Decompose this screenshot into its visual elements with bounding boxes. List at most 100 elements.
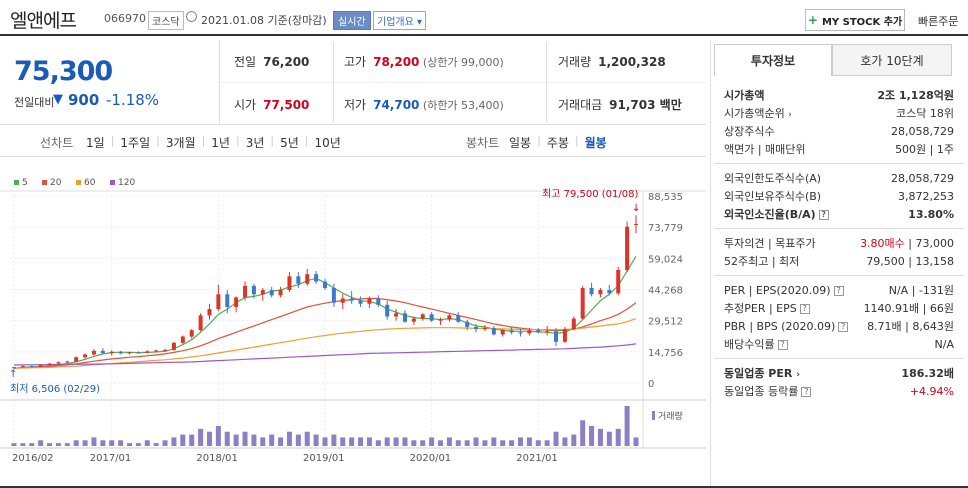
chevron-right-icon: › xyxy=(796,370,800,380)
chevron-down-icon: ▾ xyxy=(417,17,423,28)
divider xyxy=(714,275,964,276)
volume-bar xyxy=(473,437,479,446)
stat-volume: 거래량 1,200,328 xyxy=(558,53,666,70)
candle-body xyxy=(465,321,470,328)
tab-orderbook[interactable]: 호가 10단계 xyxy=(832,44,952,76)
period-1y[interactable]: 1년 xyxy=(211,136,230,150)
period-bar xyxy=(0,124,706,157)
period-3m[interactable]: 3개월 xyxy=(165,136,196,150)
divider xyxy=(714,358,964,359)
volume-bar xyxy=(278,437,284,446)
candle-body xyxy=(260,290,265,295)
volume-bar xyxy=(29,443,35,446)
volume-bar xyxy=(464,440,470,446)
period-1w[interactable]: 1주일 xyxy=(120,136,151,150)
period-3y[interactable]: 3년 xyxy=(245,136,265,150)
volume-bar xyxy=(402,437,408,446)
opinion-value: 3.80매수 | 73,000 xyxy=(860,237,955,250)
candle-weekly[interactable]: 주봉 xyxy=(546,136,569,150)
candle-body xyxy=(136,352,141,354)
candle-body xyxy=(109,351,114,354)
per-value: N/A | -131원 xyxy=(888,284,954,297)
y-tick-label: 14,756 xyxy=(648,348,683,359)
shares-label: 상장주식수 xyxy=(724,125,775,138)
stat-label: 저가 xyxy=(344,98,367,112)
volume-bar xyxy=(73,440,79,446)
help-icon[interactable]: ? xyxy=(838,321,849,332)
div-value: N/A xyxy=(934,337,954,351)
foreign-ratio-text: 외국인소진율(B/A) xyxy=(724,208,816,221)
help-icon[interactable]: ? xyxy=(801,387,812,397)
volume-bar xyxy=(580,420,586,446)
help-icon[interactable]: ? xyxy=(777,340,788,350)
stat-label: 거래량 xyxy=(558,55,592,69)
candle-body xyxy=(269,290,274,296)
candle-body xyxy=(358,300,363,304)
market-cap-label: 시가총액 xyxy=(724,89,765,102)
candle-body xyxy=(518,332,523,334)
market-cap-value: 2조 1,128억원 xyxy=(877,89,954,102)
chevron-right-icon: › xyxy=(788,110,792,120)
volume-bar xyxy=(242,431,248,446)
volume-bar xyxy=(20,443,26,446)
volume-bar xyxy=(269,434,275,446)
volume-bar xyxy=(135,443,141,446)
period-5y[interactable]: 5년 xyxy=(280,136,299,150)
min-arrow-icon: ↑ xyxy=(9,369,17,380)
candle-monthly[interactable]: 월봉 xyxy=(584,136,607,150)
candle-body xyxy=(589,287,594,295)
volume-bar xyxy=(144,440,150,446)
y-tick-label: 88,535 xyxy=(648,192,683,203)
candle-body xyxy=(394,313,399,317)
volume-bar xyxy=(553,431,559,446)
period-1d[interactable]: 1일 xyxy=(86,136,105,150)
volume-bar xyxy=(624,406,630,446)
stat-amount: 거래대금 91,703 백만 xyxy=(558,96,682,113)
company-overview-dropdown[interactable]: 기업개요 ▾ xyxy=(373,11,427,30)
candle-body xyxy=(376,298,381,305)
volume-bar xyxy=(375,440,381,446)
pbr-label: PBR | BPS (2020.09)? xyxy=(724,320,849,333)
realtime-button[interactable]: 실시간 xyxy=(333,11,371,30)
target-price: 73,000 xyxy=(915,237,955,250)
stock-code: 066970 xyxy=(104,12,146,25)
tab-invest-info[interactable]: 투자정보 xyxy=(714,44,832,76)
my-stock-add-button[interactable]: + MY STOCK 추가 xyxy=(805,9,905,31)
opinion-text: 3.80매수 xyxy=(860,237,905,250)
candle-body xyxy=(207,309,212,316)
w52-label: 52주최고 | 최저 xyxy=(724,255,800,268)
volume-bar xyxy=(393,437,399,446)
volume-bar xyxy=(349,437,355,446)
candle-body xyxy=(305,274,310,284)
candle-body xyxy=(20,366,25,368)
volume-bar xyxy=(358,437,364,446)
legend-label-60: 60 xyxy=(84,178,96,188)
volume-bar xyxy=(215,426,221,446)
volume-bar xyxy=(286,431,292,446)
quick-order-link[interactable]: 빠른주문 xyxy=(918,15,959,28)
candle-body xyxy=(234,297,239,307)
volume-bar xyxy=(517,437,523,446)
help-icon[interactable]: ? xyxy=(799,304,810,314)
period-10y[interactable]: 10년 xyxy=(314,136,341,150)
candle-body xyxy=(12,367,16,369)
stock-chart[interactable]: 5 20 60 120 88,535 73,779 59,024 44,268 29,512 14… xyxy=(0,170,706,470)
y-tick-label: 73,779 xyxy=(648,223,683,234)
ind-per-label-text: 동일업종 PER xyxy=(724,367,793,380)
volume-bar xyxy=(606,431,612,446)
sep: | xyxy=(235,134,240,147)
volume-bar xyxy=(127,443,133,446)
candle-body xyxy=(278,290,283,296)
volume-bar xyxy=(304,431,310,446)
ind-chg-label: 동일업종 등락률? xyxy=(724,383,812,399)
volume-bar xyxy=(82,440,88,446)
sep: | xyxy=(270,134,275,147)
y-tick-label: 0 xyxy=(648,379,654,390)
help-icon[interactable]: ? xyxy=(818,210,829,220)
legend-swatch-60 xyxy=(76,180,81,185)
candle-daily[interactable]: 일봉 xyxy=(509,136,532,150)
candle-body xyxy=(616,269,621,294)
candle-body xyxy=(296,276,301,284)
help-icon[interactable]: ? xyxy=(833,285,844,296)
rank-label-text: 시가총액순위 xyxy=(724,107,785,120)
